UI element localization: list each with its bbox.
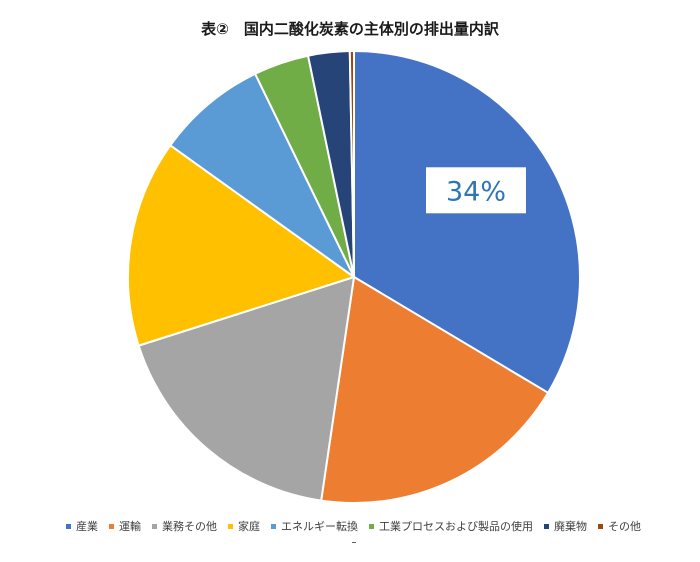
legend-label-3: 家庭: [238, 520, 260, 533]
legend-label-0: 産業: [76, 520, 98, 533]
legend-label-1: 運輸: [119, 520, 141, 533]
pie-slice-3: [127, 143, 357, 347]
pie-slice-4: [168, 72, 355, 278]
legend-swatch-4: [271, 523, 276, 529]
legend-item-1: 運輸: [109, 518, 141, 534]
legend-item-5: 工業プロセスおよび製品の使用: [369, 518, 533, 534]
legend: 産業 運輸 業務その他 家庭 エネルギー転換 工業プロセスおよび製品の使用 廃棄物 その他: [66, 518, 686, 534]
legend-label-6: 廃棄物: [554, 520, 587, 533]
legend-swatch-5: [369, 523, 374, 529]
legend-item-3: 家庭: [228, 518, 260, 534]
legend-swatch-3: [228, 523, 233, 529]
legend-label-2: 業務その他: [162, 520, 217, 533]
data-label-box-0: [426, 167, 526, 214]
legend-item-4: エネルギー転換: [271, 518, 358, 534]
legend-item-0: 産業: [66, 518, 98, 534]
legend-item-6: 廃棄物: [544, 518, 587, 534]
legend-swatch-6: [544, 523, 549, 529]
data-label-0: 34%: [446, 176, 506, 207]
legend-label-7: その他: [608, 520, 641, 533]
pie-slice-7: [348, 49, 355, 278]
legend-swatch-0: [66, 523, 71, 529]
legend-swatch-1: [109, 523, 114, 529]
legend-item-2: 業務その他: [152, 518, 217, 534]
legend-label-4: エネルギー転換: [281, 520, 358, 533]
chart-title: 表② 国内二酸化炭素の主体別の排出量内訳: [201, 20, 499, 38]
legend-swatch-7: [598, 523, 603, 529]
legend-swatch-2: [152, 523, 157, 529]
pie-slice-1: [320, 275, 550, 504]
legend-label-5: 工業プロセスおよび製品の使用: [379, 520, 533, 533]
pie-slice-0: [353, 49, 582, 395]
legend-item-7: その他: [598, 518, 641, 534]
pie-slice-2: [137, 275, 356, 502]
legend-page-indicator: [352, 542, 356, 543]
